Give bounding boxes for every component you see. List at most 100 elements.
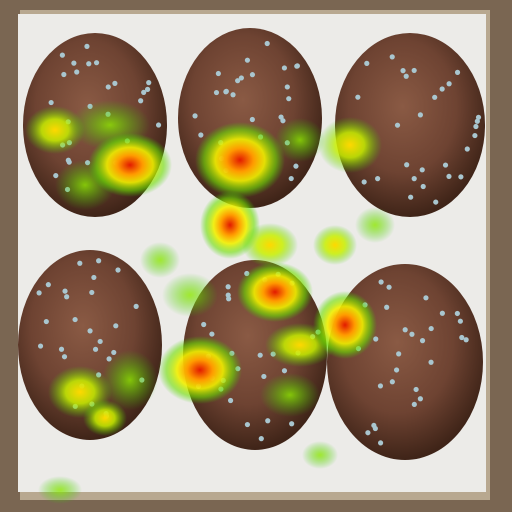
sprinkle xyxy=(280,118,286,124)
sprinkle xyxy=(281,65,288,71)
sprinkle xyxy=(105,84,111,90)
sprinkle xyxy=(244,57,251,63)
sprinkle xyxy=(201,321,207,328)
heat-spot xyxy=(140,242,180,278)
heat-spot xyxy=(242,223,298,267)
sprinkle xyxy=(261,373,267,380)
sprinkle xyxy=(408,194,414,200)
sprinkle xyxy=(235,78,241,84)
sprinkle xyxy=(37,343,44,349)
sprinkle xyxy=(413,386,419,393)
sprinkle xyxy=(97,338,103,345)
sprinkle xyxy=(225,284,231,290)
sprinkle xyxy=(74,69,80,75)
heat-spot xyxy=(88,133,172,197)
sprinkle xyxy=(420,183,426,190)
sprinkle xyxy=(454,310,460,317)
sprinkle xyxy=(389,379,395,385)
sprinkle xyxy=(377,383,384,389)
sprinkle xyxy=(361,179,367,185)
sprinkle xyxy=(192,113,198,119)
sprinkle xyxy=(62,288,68,294)
sprinkle xyxy=(213,89,220,96)
sprinkle xyxy=(419,338,426,344)
sprinkle xyxy=(258,436,264,442)
sprinkle xyxy=(144,86,151,92)
sprinkle xyxy=(59,52,65,58)
sprinkle xyxy=(439,86,445,92)
heat-spot xyxy=(102,350,158,410)
sprinkle xyxy=(225,292,231,298)
sprinkle xyxy=(133,303,139,309)
heat-spot xyxy=(318,117,382,173)
heat-spot xyxy=(313,225,357,265)
sprinkle xyxy=(432,94,438,100)
sprinkle xyxy=(223,88,229,94)
sprinkle xyxy=(459,334,465,341)
sprinkle xyxy=(378,279,384,285)
sprinkle xyxy=(249,116,255,123)
sprinkle xyxy=(96,258,102,264)
sprinkle xyxy=(215,70,221,77)
sprinkle xyxy=(400,68,406,74)
sprinkle xyxy=(355,94,361,100)
sprinkle xyxy=(446,173,452,180)
sprinkle xyxy=(111,349,117,356)
sprinkle xyxy=(442,162,449,168)
sprinkle xyxy=(396,351,402,357)
sprinkle xyxy=(372,425,378,432)
sprinkle xyxy=(72,316,78,323)
cupcake xyxy=(335,33,485,217)
sprinkle xyxy=(230,92,236,98)
sprinkle xyxy=(257,352,263,358)
heat-spot xyxy=(195,122,285,198)
sprinkle xyxy=(463,337,469,343)
sprinkle xyxy=(61,354,68,360)
sprinkle xyxy=(423,295,429,301)
heat-spot xyxy=(302,441,338,469)
sprinkle xyxy=(446,81,452,87)
sprinkle xyxy=(457,318,463,324)
sprinkle xyxy=(36,290,42,296)
sprinkle xyxy=(475,114,482,120)
sprinkle xyxy=(198,132,204,138)
sprinkle xyxy=(146,80,152,86)
sprinkle xyxy=(411,401,417,408)
heat-spot xyxy=(162,273,218,317)
sprinkle xyxy=(86,61,92,67)
sprinkle xyxy=(411,176,417,182)
sprinkle xyxy=(64,294,70,300)
heat-spot xyxy=(83,400,127,436)
sprinkle xyxy=(384,304,390,310)
sprinkle xyxy=(454,69,461,75)
sprinkle xyxy=(409,331,415,337)
sprinkle xyxy=(293,163,299,169)
sprinkle xyxy=(417,396,423,402)
sprinkle xyxy=(281,368,288,374)
sprinkle xyxy=(48,99,54,106)
sprinkle xyxy=(71,60,77,66)
sprinkle xyxy=(393,367,400,373)
sprinkle xyxy=(377,440,384,446)
sprinkle xyxy=(428,325,434,332)
sprinkle xyxy=(458,174,464,180)
sprinkle xyxy=(227,397,234,404)
sprinkle xyxy=(43,318,49,325)
heat-spot xyxy=(355,207,395,243)
sprinkle xyxy=(375,176,381,182)
sprinkle xyxy=(238,75,244,81)
sprinkle xyxy=(364,60,370,66)
sprinkle xyxy=(433,199,439,205)
sprinkle xyxy=(286,96,292,102)
sprinkle xyxy=(417,112,423,118)
sprinkle xyxy=(249,72,256,78)
sprinkle xyxy=(403,73,409,79)
sprinkle xyxy=(264,40,270,47)
sprinkle xyxy=(284,84,290,90)
sprinkle xyxy=(58,346,65,352)
sprinkle xyxy=(289,421,295,427)
sprinkle xyxy=(244,421,251,428)
sprinkle xyxy=(92,346,99,352)
